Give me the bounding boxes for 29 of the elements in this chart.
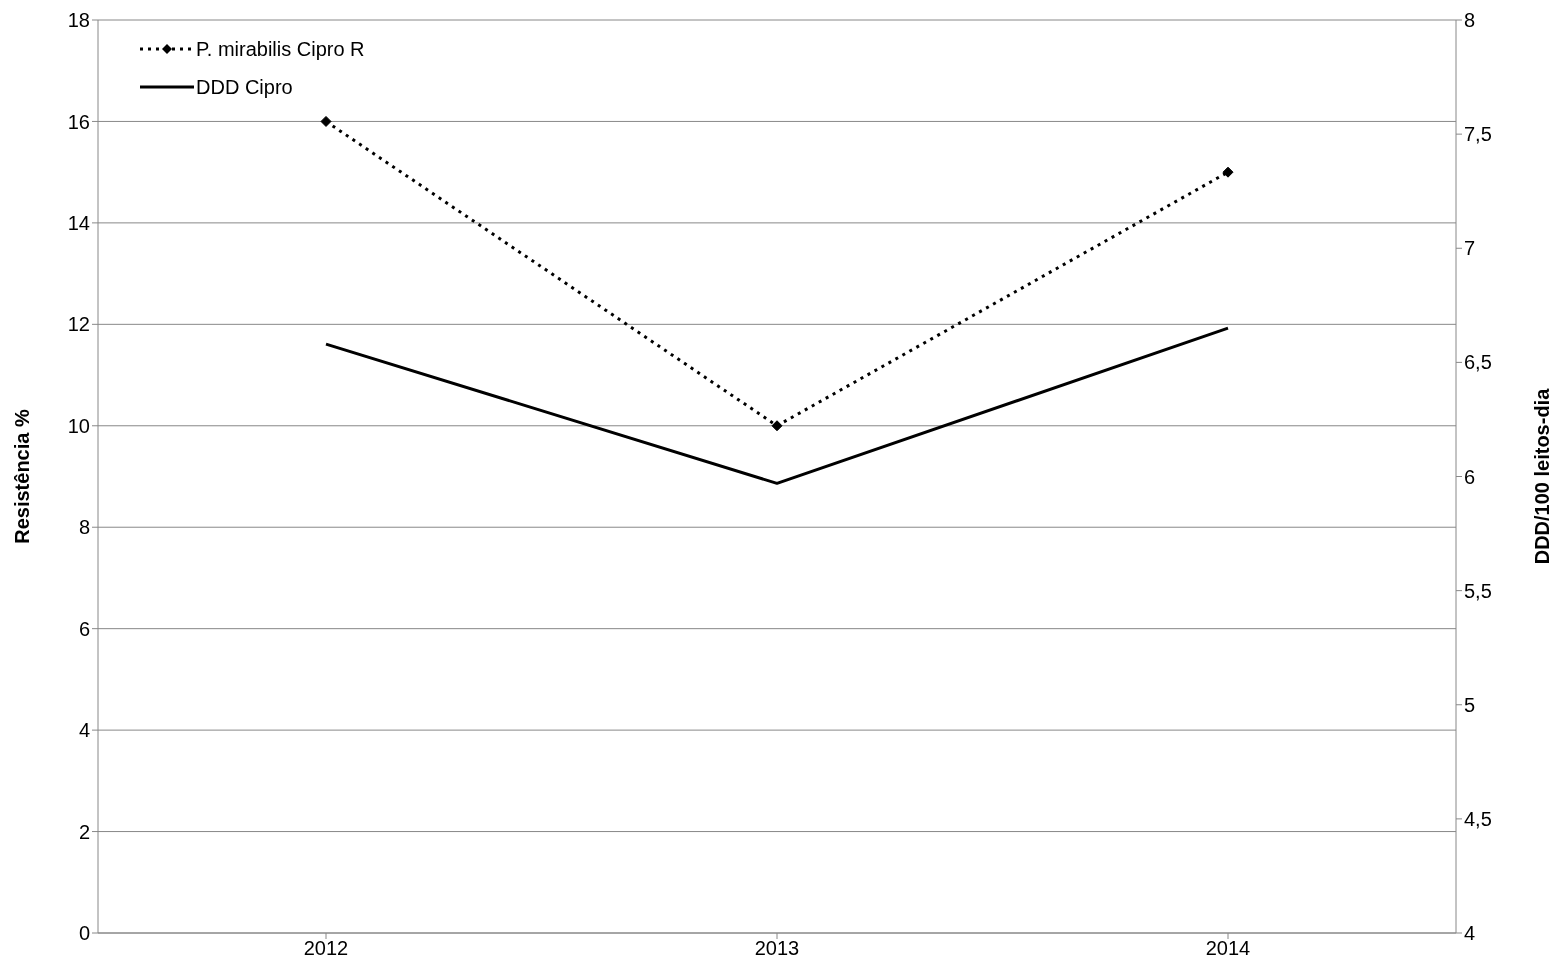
y-tick-label: 8: [78, 516, 90, 539]
y-tick-label: 4: [78, 719, 90, 742]
y-tick-label: 16: [67, 110, 90, 133]
y2-tick-label: 6,5: [1464, 351, 1492, 374]
y-tick-label: 6: [78, 617, 90, 640]
point: [1222, 166, 1234, 178]
y2-tick-label: 6: [1464, 465, 1476, 488]
y-tick-label: 0: [78, 922, 90, 945]
y2-axis-title: DDD/100 leitos-dia: [1531, 387, 1554, 565]
point: [771, 420, 783, 432]
point: [320, 115, 332, 127]
y2-tick-label: 7,5: [1464, 123, 1492, 146]
legend-label: DDD Cipro: [196, 75, 293, 99]
y-tick-label: 12: [67, 313, 90, 336]
y2-tick-label: 8: [1464, 9, 1476, 32]
y-tick-label: 2: [78, 820, 90, 843]
y-tick-label: 14: [67, 211, 90, 234]
x-tick-label: 2013: [754, 937, 800, 960]
y-tick-label: 18: [67, 9, 90, 32]
y2-tick-label: 5: [1464, 693, 1476, 716]
x-tick-label: 2012: [303, 937, 349, 960]
y2-tick-label: 4,5: [1464, 807, 1492, 830]
y2-tick-label: 5,5: [1464, 579, 1492, 602]
y-axis-title: Resistência %: [11, 409, 34, 544]
y2-tick-label: 7: [1464, 237, 1476, 260]
y-tick-label: 10: [67, 414, 90, 437]
y2-tick-label: 4: [1464, 922, 1476, 945]
legend-label: P. mirabilis Cipro R: [196, 37, 365, 61]
x-tick-label: 2014: [1205, 937, 1251, 960]
